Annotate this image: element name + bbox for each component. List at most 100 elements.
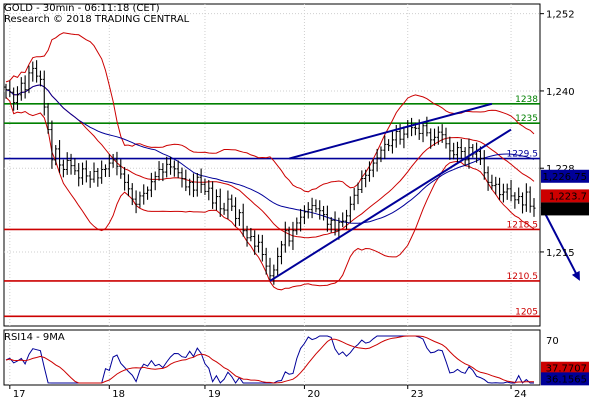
- price-bar: [222, 202, 226, 215]
- trendline: [288, 102, 493, 160]
- price-bar: [318, 200, 322, 220]
- price-bars: [4, 60, 536, 285]
- trendline: [269, 128, 512, 282]
- price-axis: 1,252 1,240 1,228 1,215 1,226.75 1,223.7 1,221…: [540, 10, 589, 259]
- price-tick-label: 1,215: [546, 248, 575, 259]
- price-bar: [429, 128, 433, 149]
- price-bar: [57, 140, 62, 173]
- price-bar: [482, 150, 486, 180]
- price-bar: [356, 182, 360, 205]
- price-bar: [245, 225, 249, 247]
- rsi-badge-label: 36.1565: [546, 374, 587, 385]
- moving-average: [5, 84, 535, 224]
- price-tick-label: 1,240: [546, 87, 575, 98]
- price-bar: [31, 61, 35, 82]
- price-bar: [161, 163, 165, 182]
- price-bar: [142, 184, 146, 205]
- price-bar: [176, 160, 180, 179]
- price-bar: [383, 135, 387, 160]
- price-bar: [505, 183, 509, 200]
- price-bar: [283, 221, 287, 253]
- price-bar: [256, 234, 261, 253]
- rsi-badge: 37.7707: [541, 361, 589, 375]
- price-bar: [12, 87, 16, 111]
- price-bar: [287, 226, 291, 247]
- price-bar: [329, 217, 333, 233]
- price-bar: [130, 183, 134, 206]
- price-bar: [107, 154, 111, 178]
- price-bar: [409, 117, 414, 137]
- price-bar: [272, 264, 276, 285]
- price-bar: [494, 176, 498, 195]
- price-bar: [302, 205, 307, 225]
- price-bar: [84, 160, 88, 183]
- price-bar: [80, 162, 85, 185]
- price-bar: [321, 205, 326, 221]
- price-bar: [184, 169, 188, 192]
- price-bar: [153, 171, 157, 191]
- price-bar: [115, 151, 119, 176]
- price-bar: [390, 131, 395, 154]
- price-bar: [50, 120, 54, 169]
- price-bar: [299, 208, 303, 232]
- rsi-line: [5, 335, 534, 384]
- price-bar: [111, 153, 115, 168]
- level-label: 1238: [515, 95, 538, 105]
- chart-title: GOLD - 30min - 06:11:18 (CET): [4, 3, 160, 14]
- price-bar: [123, 167, 127, 191]
- bollinger-upper: [5, 32, 535, 193]
- price-bar: [211, 181, 215, 209]
- price-bar: [195, 172, 199, 197]
- price-bar: [77, 163, 81, 187]
- level-label: 1205: [515, 307, 538, 317]
- price-bar: [191, 173, 196, 198]
- price-bar: [444, 127, 448, 149]
- level-label: 1210.5: [507, 272, 539, 282]
- price-badge-label: 1,226.75: [542, 172, 587, 183]
- price-bar: [402, 126, 406, 149]
- price-bar: [203, 178, 207, 195]
- price-bar: [348, 196, 352, 224]
- price-panel-frame: [3, 3, 541, 327]
- price-bar: [509, 179, 513, 202]
- price-bar: [226, 190, 230, 220]
- price-bar: [73, 158, 77, 175]
- price-bar: [268, 257, 272, 280]
- price-bar: [333, 211, 337, 236]
- price-bar: [42, 70, 46, 116]
- price-bar: [54, 145, 58, 166]
- price-bar: [180, 167, 184, 188]
- price-bar: [325, 205, 329, 232]
- price-tick-label: 1,228: [546, 164, 575, 175]
- price-bar: [138, 191, 142, 208]
- price-bar: [524, 183, 528, 212]
- price-grid: [3, 3, 541, 386]
- rsi-label: RSI14 - 9MA: [4, 332, 65, 343]
- price-bar: [520, 192, 525, 214]
- price-bar: [157, 161, 161, 181]
- price-bar: [241, 203, 245, 237]
- annotations: [269, 102, 580, 282]
- price-bar: [471, 144, 475, 158]
- level-label: 1235: [515, 114, 538, 124]
- bollinger-lower: [5, 97, 535, 291]
- price-bar: [497, 177, 502, 200]
- price-bar: [96, 167, 100, 187]
- price-badge: 1,223.7: [541, 189, 589, 203]
- price-bar: [199, 168, 203, 194]
- time-tick-label: 23: [411, 389, 424, 400]
- rsi-panel-frame: [3, 329, 541, 386]
- price-bar: [425, 116, 429, 137]
- price-bar: [375, 148, 379, 172]
- price-bar: [344, 209, 349, 230]
- price-bar: [8, 80, 12, 97]
- price-bar: [432, 128, 437, 146]
- price-badge-label: 1,221.8: [549, 204, 587, 215]
- time-axis: 17 18 19 20 23 24: [9, 385, 527, 400]
- price-bar: [276, 247, 280, 276]
- price-bar: [35, 60, 39, 83]
- time-tick-label: 20: [307, 389, 320, 400]
- rsi-tick-label: 70: [546, 336, 559, 347]
